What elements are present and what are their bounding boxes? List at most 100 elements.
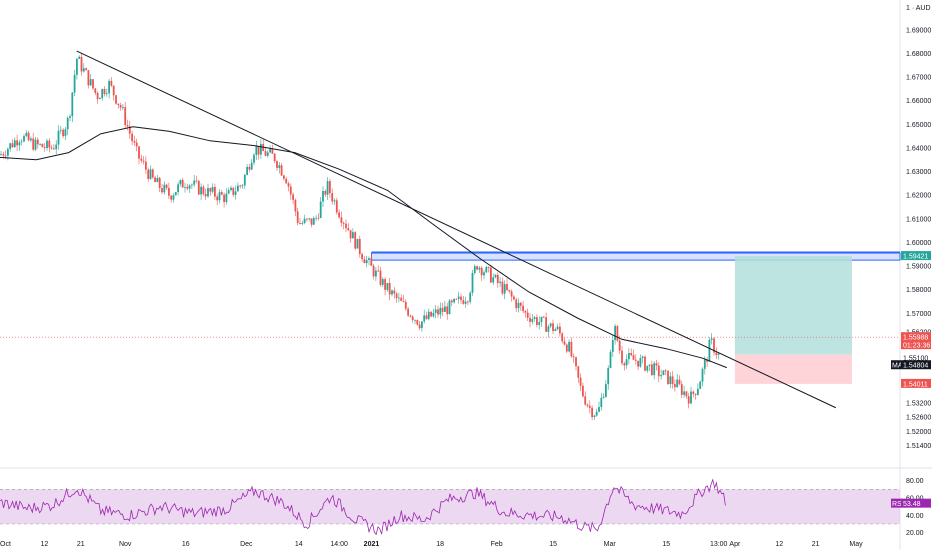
candle-body (616, 326, 619, 341)
candle-body (126, 125, 129, 127)
candle-body (319, 201, 322, 218)
candle-body (508, 290, 511, 292)
candle-body (30, 138, 32, 141)
candle-body (361, 254, 363, 260)
candle-body (317, 217, 320, 219)
candle-body (174, 192, 177, 196)
candle-body (50, 147, 53, 149)
candle-body (55, 144, 58, 150)
time-tick-label: Mar (604, 541, 617, 548)
candle-body (685, 391, 688, 397)
price-tick-label: 1.53200 (906, 401, 931, 408)
candle-body (149, 169, 152, 179)
candle-body (172, 195, 175, 200)
stop-price-badge: 1.54011 (903, 381, 928, 388)
candle-body (283, 175, 285, 179)
candle-body (349, 230, 352, 239)
candle-body (20, 141, 23, 143)
candle-body (586, 404, 589, 406)
candle-body (524, 311, 527, 313)
candle-body (186, 186, 189, 189)
candle-body (73, 74, 76, 93)
candle-body (168, 187, 170, 196)
candle-body (598, 407, 600, 412)
candle-body (227, 190, 230, 194)
candle-body (536, 317, 538, 325)
candle-body (660, 375, 662, 377)
candle-body (540, 316, 543, 323)
candle-body (292, 194, 294, 200)
candle-body (515, 299, 518, 309)
candle-body (575, 357, 577, 367)
candle-body (418, 324, 421, 329)
candle-body (220, 192, 223, 195)
candle-body (253, 154, 255, 163)
candle-body (483, 272, 485, 276)
candle-body (179, 179, 182, 185)
candle-body (211, 187, 214, 192)
candle-body (386, 282, 389, 290)
candle-body (414, 319, 416, 321)
candle-body (556, 326, 559, 330)
current-price-badge-bg (901, 332, 931, 342)
candle-body (43, 147, 46, 149)
candle-body (96, 92, 99, 100)
candle-body (699, 381, 702, 389)
candle-body (69, 116, 71, 118)
candle-body (184, 186, 186, 188)
candle-body (522, 305, 524, 312)
candle-body (151, 169, 154, 178)
candle-body (294, 199, 297, 212)
candle-body (641, 356, 644, 359)
candle-body (266, 152, 269, 156)
candle-body (542, 316, 545, 318)
candle-body (48, 140, 51, 148)
candle-body (232, 187, 235, 195)
candle-body (315, 217, 317, 219)
candle-body (338, 212, 340, 218)
rsi-tick-label: 40.00 (906, 513, 924, 520)
time-tick-label: 12 (775, 541, 783, 548)
candle-body (651, 364, 653, 376)
price-tick-label: 1.65000 (906, 122, 931, 129)
candle-body (531, 318, 534, 322)
candle-body (457, 296, 460, 299)
rsi-value-badge: 53.48 (903, 501, 921, 508)
candle-body (393, 290, 396, 294)
candle-body (296, 211, 299, 223)
candle-body (434, 309, 437, 313)
price-tick-label: 1.63000 (906, 169, 931, 176)
candle-body (214, 187, 216, 197)
candle-body (273, 153, 276, 162)
candle-body (375, 270, 377, 277)
candle-body (582, 385, 584, 397)
candle-body (441, 307, 444, 312)
candle-body (301, 223, 304, 224)
candle-body (446, 306, 449, 315)
candle-body (269, 148, 271, 153)
candle-body (455, 298, 458, 300)
candle-body (473, 266, 476, 274)
candle-body (490, 267, 492, 283)
candle-body (87, 70, 90, 86)
candle-body (513, 296, 515, 300)
candle-body (133, 141, 136, 143)
time-tick-label: Dec (240, 541, 253, 548)
candle-body (128, 126, 131, 134)
last-price-badge: 1.55100 (903, 356, 928, 363)
candle-body (646, 365, 649, 371)
candle-body (409, 315, 412, 317)
candle-body (391, 290, 393, 295)
time-tick-label: 15 (549, 541, 557, 548)
candle-body (398, 297, 400, 299)
candle-body (41, 143, 44, 148)
candle-body (395, 293, 398, 298)
time-tick-label: Feb (491, 541, 503, 548)
candle-body (552, 323, 554, 331)
time-tick-label: 14 (295, 541, 303, 548)
current-price-badge: 1.55988 (903, 335, 928, 342)
candle-body (545, 317, 547, 332)
moving-average-line (0, 126, 727, 369)
